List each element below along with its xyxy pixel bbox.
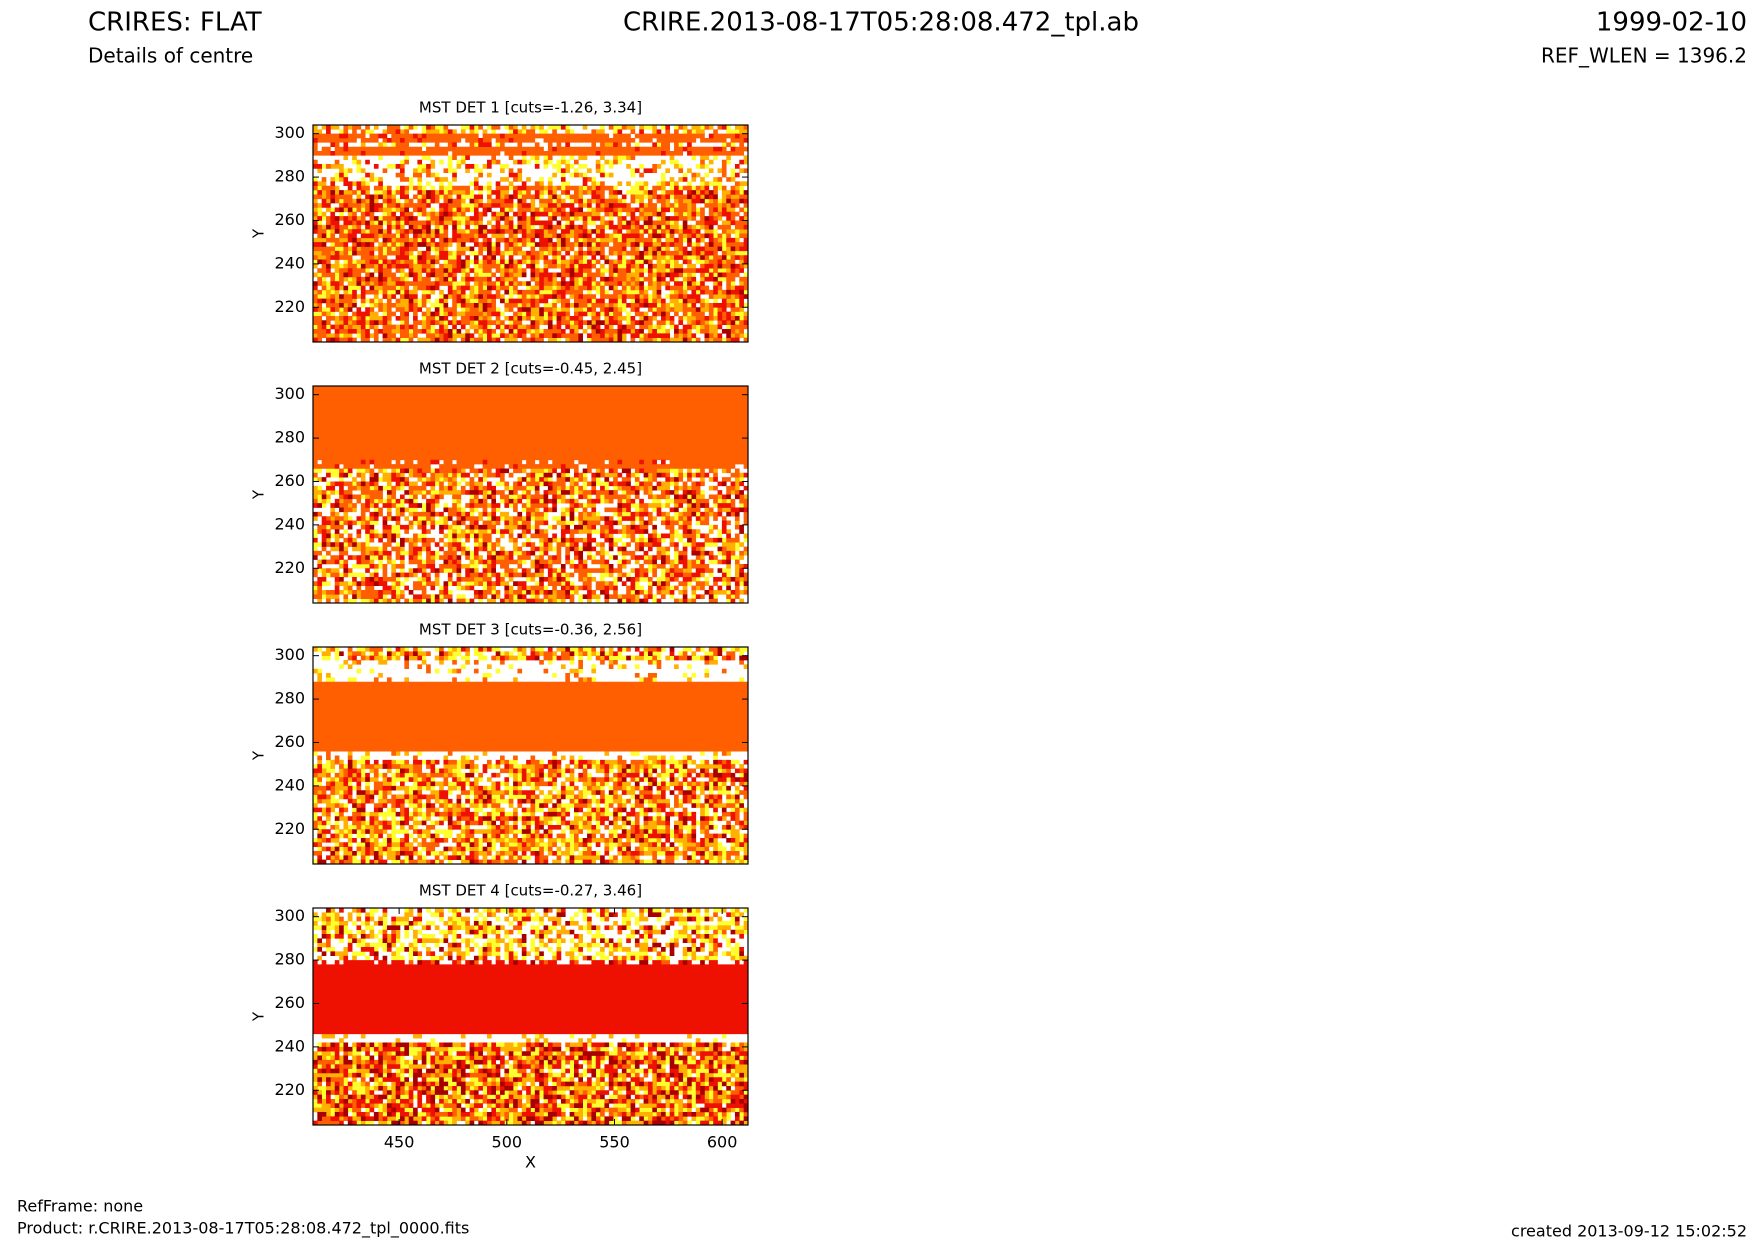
panel-title: MST DET 3 [cuts=-0.36, 2.56] [419, 621, 642, 639]
plot-frame [312, 385, 749, 604]
y-tick-label: 260 [274, 732, 305, 751]
y-axis-label: Y [250, 1011, 268, 1022]
y-tick-label: 280 [274, 689, 305, 708]
panel-title: MST DET 2 [cuts=-0.45, 2.45] [419, 360, 642, 378]
image-pixels [313, 125, 749, 343]
y-tick-label: 280 [274, 428, 305, 447]
x-tick-label: 450 [384, 1133, 415, 1152]
x-tick-label: 500 [492, 1133, 523, 1152]
created: created 2013-09-12 15:02:52 [1511, 1222, 1747, 1241]
y-tick-label: 300 [274, 645, 305, 664]
file-name: CRIRE.2013-08-17T05:28:08.472_tpl.ab [623, 8, 1139, 38]
image-pixels [313, 190, 749, 343]
y-tick-label: 240 [274, 775, 305, 794]
image-pixels [313, 908, 749, 1126]
y-tick-label: 300 [274, 123, 305, 142]
y-tick-label: 300 [274, 384, 305, 403]
y-tick-label: 260 [274, 993, 305, 1012]
y-tick-label: 220 [274, 297, 305, 316]
image-pixels [313, 908, 749, 1126]
y-tick-label: 220 [274, 819, 305, 838]
image-pixels [313, 459, 749, 604]
x-axis-label: X [525, 1153, 536, 1172]
y-axis-label: Y [250, 750, 268, 761]
date: 1999-02-10 [1596, 8, 1747, 38]
subtitle: Details of centre [88, 44, 253, 68]
image-pixels [313, 647, 749, 865]
y-tick-label: 260 [274, 210, 305, 229]
ref-frame: RefFrame: none [17, 1197, 143, 1216]
y-axis-label: Y [250, 228, 268, 239]
y-tick-label: 220 [274, 1080, 305, 1099]
title: CRIRES: FLAT [88, 8, 262, 38]
x-tick-label: 550 [599, 1133, 630, 1152]
y-axis-label: Y [250, 489, 268, 500]
y-tick-label: 280 [274, 167, 305, 186]
plot-frame [312, 124, 749, 343]
plot-frame [312, 907, 749, 1126]
x-tick-label: 600 [707, 1133, 738, 1152]
panel-title: MST DET 4 [cuts=-0.27, 3.46] [419, 882, 642, 900]
product: Product: r.CRIRE.2013-08-17T05:28:08.472… [17, 1219, 469, 1239]
plot-frame [312, 646, 749, 865]
y-tick-label: 240 [274, 514, 305, 533]
image-pixels [313, 647, 749, 865]
y-tick-label: 220 [274, 558, 305, 577]
ref-wlen: REF_WLEN = 1396.2 [1541, 44, 1747, 68]
image-pixels [313, 125, 749, 343]
y-tick-label: 240 [274, 253, 305, 272]
image-pixels [313, 908, 749, 1126]
y-tick-label: 260 [274, 471, 305, 490]
image-pixels [313, 647, 749, 865]
y-tick-label: 300 [274, 906, 305, 925]
y-tick-label: 240 [274, 1036, 305, 1055]
y-tick-label: 280 [274, 950, 305, 969]
panel-title: MST DET 1 [cuts=-1.26, 3.34] [419, 99, 642, 117]
